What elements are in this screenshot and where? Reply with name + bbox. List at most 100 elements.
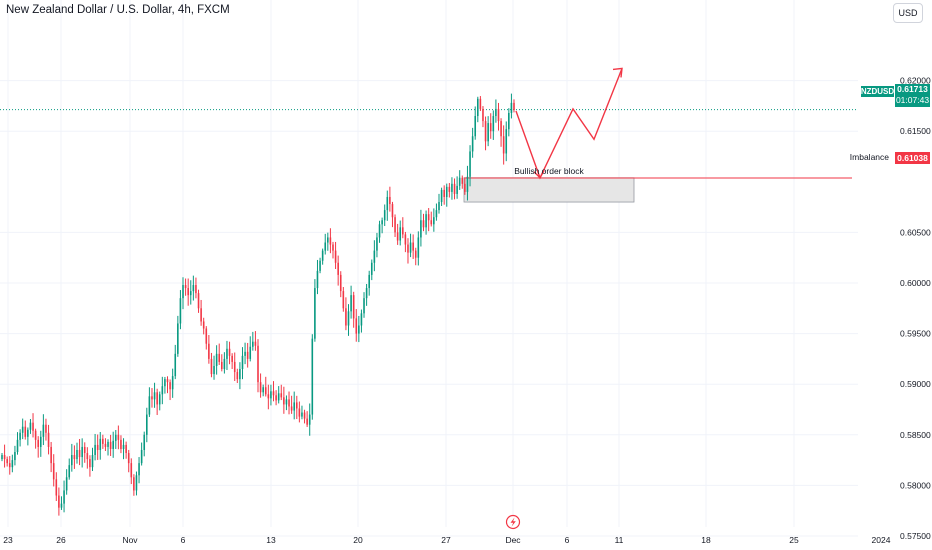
candle-body [448, 186, 451, 192]
price-tick-label: 0.62000 [900, 76, 931, 86]
candle-body [107, 441, 109, 447]
candle-body [306, 418, 308, 425]
candle-body [438, 202, 440, 211]
candle-body [205, 328, 208, 344]
candle-body [29, 422, 32, 430]
candle [125, 441, 127, 459]
candle-body [213, 365, 215, 375]
candle [391, 201, 394, 228]
candle-body [469, 151, 471, 177]
candle-body [453, 183, 456, 194]
candle [476, 96, 479, 123]
candle [329, 228, 332, 254]
candle-body [443, 189, 445, 197]
candle [76, 442, 78, 464]
candle [425, 210, 427, 235]
candle-body [161, 386, 164, 395]
candle [32, 413, 34, 438]
candle-body [471, 136, 474, 152]
candle-body [102, 438, 104, 444]
candle [417, 231, 420, 266]
candle-body [8, 463, 11, 468]
price-axis: 0.62000 0.61500 0.60500 0.60000 0.59500 0.590… [900, 76, 931, 541]
candle [130, 458, 133, 485]
candle-body [174, 353, 177, 377]
candle [435, 203, 438, 221]
time-tick-label: 18 [701, 535, 711, 545]
lightning-bolt-icon[interactable] [505, 514, 521, 530]
candle [337, 255, 339, 286]
candle [109, 434, 112, 456]
candle-body [350, 295, 352, 312]
candle-body [301, 412, 303, 417]
candle-body [502, 136, 505, 154]
candle [389, 186, 391, 212]
candle [55, 472, 58, 501]
candle-body [52, 463, 55, 480]
imbalance-label: Imbalance [849, 152, 889, 162]
price-tick-label: 0.59500 [900, 329, 931, 339]
candle-body [456, 185, 458, 194]
candle [21, 418, 24, 440]
candle-body [370, 262, 373, 275]
lightning-glyph [510, 517, 516, 527]
candle-body [461, 177, 464, 184]
candle-body [412, 242, 414, 251]
candle [208, 335, 210, 364]
candle [244, 342, 246, 365]
candle [148, 387, 151, 417]
candle-body [508, 112, 510, 130]
time-tick-label: 26 [56, 535, 66, 545]
candle [420, 209, 422, 247]
candle-body [404, 234, 407, 245]
imbalance-price-badge: 0.61038 [895, 152, 930, 164]
candle [202, 317, 205, 335]
candle [264, 376, 267, 397]
candle [368, 270, 370, 296]
currency-button[interactable]: USD [893, 3, 923, 23]
candle-body [280, 393, 283, 398]
candle [122, 438, 125, 460]
candle [205, 326, 208, 350]
candle-body [125, 444, 127, 454]
candle [376, 232, 378, 258]
price-tick-label: 0.61500 [900, 126, 931, 136]
candle [37, 436, 40, 458]
candle-body [120, 439, 122, 449]
candle-body [200, 308, 202, 322]
candle-body [347, 311, 350, 326]
candle [479, 96, 482, 112]
bar-countdown: 01:07:43 [895, 95, 930, 105]
candle-body [99, 438, 102, 450]
candle-body [130, 463, 133, 478]
candle-body [427, 214, 430, 221]
candle [303, 409, 306, 424]
candle-body [342, 291, 345, 309]
candle-body [339, 274, 342, 292]
candle-body [414, 250, 417, 258]
candle [427, 208, 430, 232]
candle [179, 290, 182, 330]
candle [469, 145, 471, 187]
candle-body [228, 348, 231, 356]
candle [19, 429, 21, 447]
candle [295, 395, 298, 420]
candle-body [215, 353, 218, 366]
candle [39, 430, 42, 457]
candle-body [16, 439, 19, 453]
time-tick-label: 11 [615, 535, 624, 545]
candle-body [27, 429, 29, 437]
candle [99, 431, 102, 460]
candle-body [257, 345, 259, 383]
candle-body [295, 402, 298, 409]
candle [363, 292, 365, 318]
candle [254, 331, 257, 351]
candle-body [78, 449, 81, 458]
candle [14, 445, 16, 466]
candle-body [71, 455, 73, 466]
candle [422, 213, 425, 232]
candle [365, 283, 368, 306]
candle-body [24, 426, 27, 437]
candle [497, 102, 500, 131]
